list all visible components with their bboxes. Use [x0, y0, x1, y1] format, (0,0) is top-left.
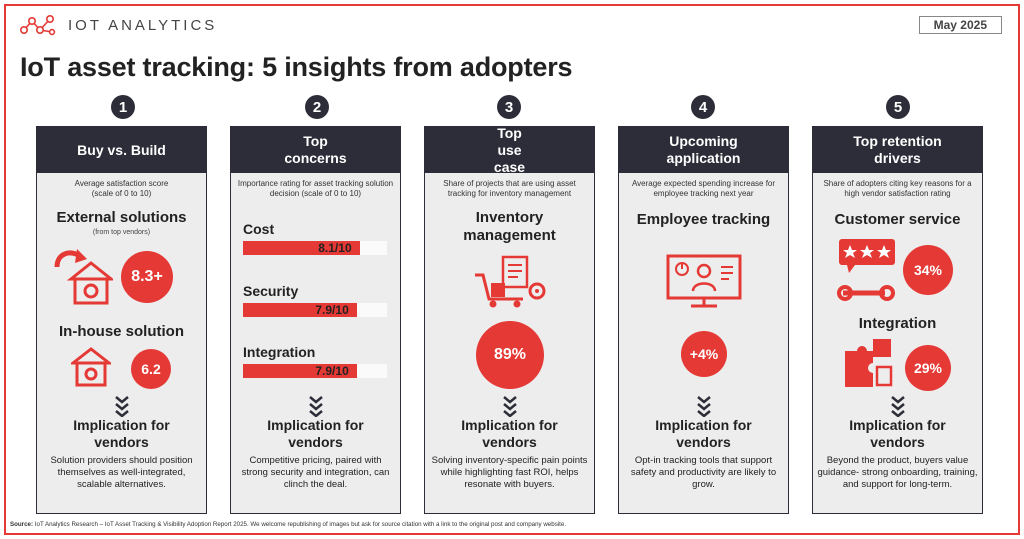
bar-security: 7.9/10 [243, 303, 357, 317]
brand-name: IOT ANALYTICS [68, 16, 218, 34]
page-title: IoT asset tracking: 5 insights from adop… [20, 52, 573, 82]
brand-logo: IOT ANALYTICS [18, 12, 217, 38]
puzzle-pieces-icon [845, 339, 893, 387]
bar-cost: 8.1/10 [243, 241, 360, 255]
implication-text: Beyond the product, buyers value guidanc… [817, 455, 978, 490]
monitor-tracking-icon [666, 254, 742, 308]
card-description: Average satisfaction score (scale of 0 t… [74, 179, 169, 198]
house-gear-icon [71, 347, 111, 387]
integration-share-circle: 29% [905, 345, 951, 391]
insight-card-top-use-case: Top use case Share of projects that are … [424, 125, 595, 514]
implication-text: Opt-in tracking tools that support safet… [630, 455, 777, 490]
card-description: Share of projects that are using asset t… [443, 179, 576, 198]
rating-wrench-icon [837, 239, 895, 301]
house-with-arrow-icon [54, 249, 113, 305]
card-header: Top concerns [231, 127, 400, 173]
bar-label-integration: Integration [243, 344, 316, 360]
chevron-down-icon [114, 396, 129, 417]
step-number-2: 2 [305, 95, 329, 119]
step-number-1: 1 [111, 95, 135, 119]
implication-title: Implication for vendors [267, 417, 364, 450]
implication-title: Implication for vendors [461, 417, 558, 450]
insight-card-upcoming-application: Upcoming application Average expected sp… [618, 126, 789, 514]
infographic-frame [4, 4, 1020, 535]
external-solutions-title: External solutions [56, 209, 187, 226]
card-header: Top use case [425, 125, 594, 175]
source-note: Source: IoT Analytics Research – IoT Ass… [10, 521, 566, 528]
chevron-down-icon [890, 396, 905, 417]
use-case-share-circle: 89% [476, 321, 544, 389]
customer-service-title: Customer service [834, 211, 961, 228]
card-header: Upcoming application [619, 127, 788, 173]
integration-title: Integration [858, 315, 937, 332]
date-badge: May 2025 [918, 16, 1002, 34]
in-house-solution-title: In-house solution [59, 323, 184, 340]
implication-title: Implication for vendors [655, 417, 752, 450]
insight-card-top-concerns: Top concerns Importance rating for asset… [230, 126, 401, 514]
implication-text: Solution providers should position thems… [50, 455, 193, 490]
chevron-down-icon [696, 396, 711, 417]
customer-service-share-circle: 34% [903, 245, 953, 295]
implication-text: Competitive pricing, paired with strong … [241, 455, 390, 490]
insight-card-retention-drivers: Top retention drivers Share of adopters … [812, 126, 983, 514]
inventory-cart-icon [475, 255, 546, 308]
implication-text: Solving inventory-specific pain points w… [431, 455, 588, 490]
card-header: Top retention drivers [813, 127, 982, 173]
bar-label-cost: Cost [243, 221, 275, 237]
external-score-circle: 8.3+ [121, 251, 173, 303]
step-number-3: 3 [497, 95, 521, 119]
card-description: Share of adopters citing key reasons for… [823, 179, 972, 198]
external-solutions-subtitle: (from top vendors) [92, 229, 151, 236]
application-title: Employee tracking [636, 211, 771, 228]
bar-label-security: Security [243, 283, 299, 299]
in-house-score-circle: 6.2 [131, 349, 171, 389]
chevron-down-icon [502, 396, 517, 417]
use-case-title: Inventory management [463, 209, 556, 244]
spending-increase-circle: +4% [681, 331, 727, 377]
network-logo-icon [19, 14, 56, 36]
implication-title: Implication for vendors [849, 417, 946, 450]
chevron-down-icon [308, 396, 323, 417]
step-number-4: 4 [691, 95, 715, 119]
insight-card-buy-vs-build: Buy vs. Build Average satisfaction score… [36, 126, 207, 514]
bar-integration: 7.9/10 [243, 364, 357, 378]
source-label: Source: [10, 521, 34, 528]
card-description: Average expected spending increase for e… [631, 179, 776, 198]
card-header: Buy vs. Build [37, 127, 206, 173]
card-description: Importance rating for asset tracking sol… [237, 179, 394, 198]
step-number-5: 5 [886, 95, 910, 119]
source-text: IoT Analytics Research – IoT Asset Track… [34, 521, 567, 528]
implication-title: Implication for vendors [73, 417, 170, 450]
